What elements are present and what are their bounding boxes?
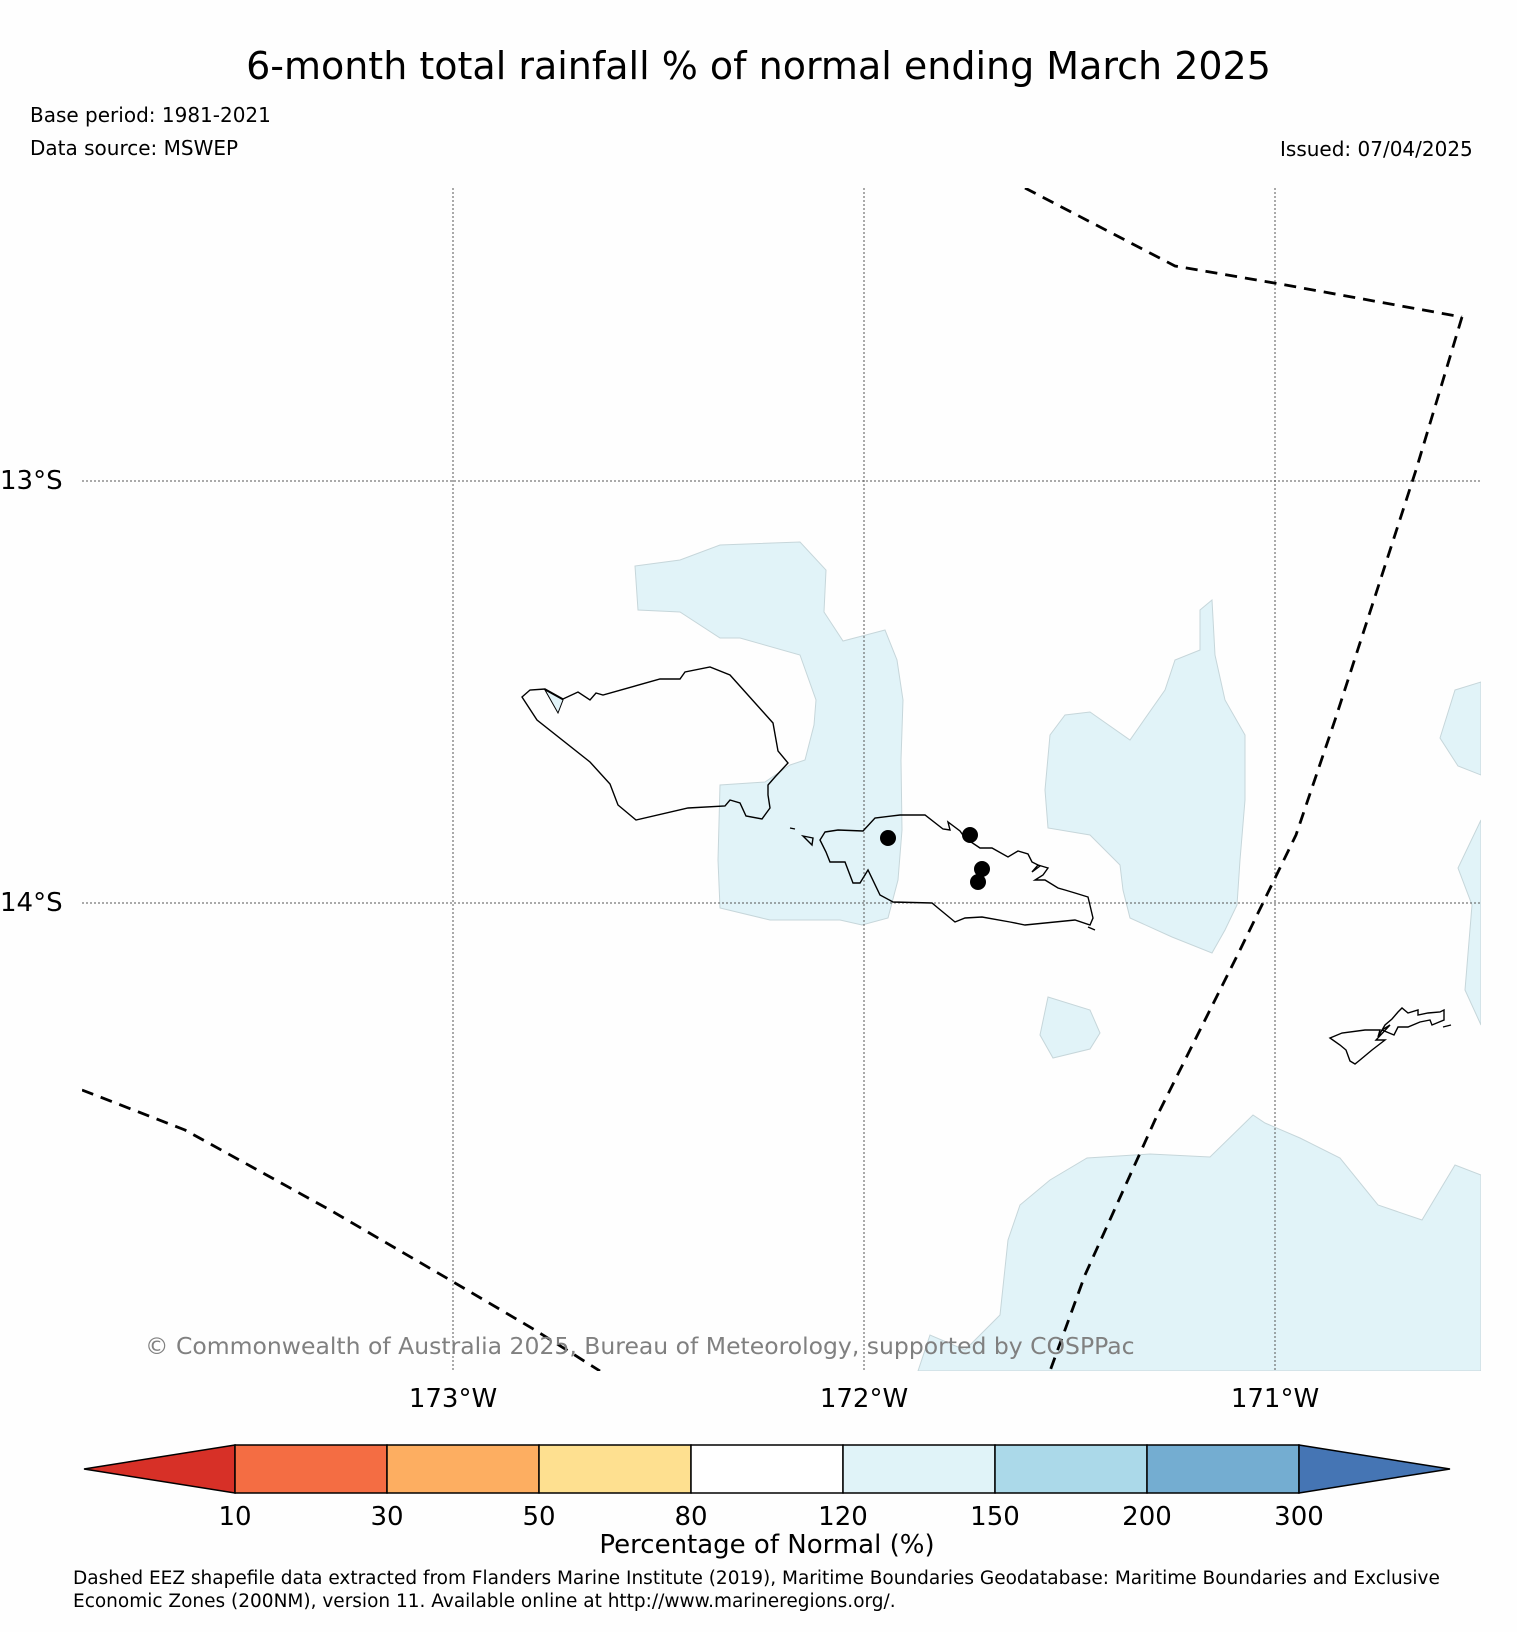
- map-title: 6-month total rainfall % of normal endin…: [246, 44, 1271, 88]
- lon-label-171w: 171°W: [1231, 1384, 1319, 1414]
- lat-label-14s: 14°S: [0, 888, 63, 918]
- graticule: [82, 188, 1481, 1371]
- colorbar-extend-high: [1298, 1444, 1451, 1494]
- shading-south-large: [917, 1114, 1481, 1371]
- colorbar-tick: 120: [818, 1502, 868, 1532]
- colorbar-extend-low: [83, 1444, 236, 1494]
- upolu-coast: [819, 814, 1094, 926]
- lon-label-172w: 172°W: [820, 1384, 908, 1414]
- shading-upolu-west: [634, 541, 904, 926]
- colorbar-segment-30-50: [386, 1444, 540, 1494]
- savaii-coast: [521, 666, 789, 821]
- colorbar-tick: 50: [522, 1502, 555, 1532]
- colorbar-tick: 200: [1122, 1502, 1172, 1532]
- tutuila-coast: [1328, 1007, 1445, 1065]
- colorbar-segment-80-120: [690, 1444, 844, 1494]
- shading-right-upper: [1439, 681, 1481, 776]
- shading-right-middle: [1457, 819, 1481, 1026]
- colorbar-tick: 80: [674, 1502, 707, 1532]
- data-source: Data source: MSWEP: [30, 136, 239, 160]
- shading-east-ridge: [1044, 598, 1246, 954]
- footnote: Dashed EEZ shapefile data extracted from…: [73, 1568, 1440, 1612]
- eez-north: [1024, 188, 1463, 319]
- colorbar-segment-150-200: [994, 1444, 1148, 1494]
- rainfall-shading-120-150: [634, 541, 1481, 1371]
- colorbar-tick: 10: [218, 1502, 251, 1532]
- colorbar-tick: 30: [370, 1502, 403, 1532]
- apolima-islet: [789, 827, 796, 830]
- colorbar-segment-200-300: [1146, 1444, 1300, 1494]
- colorbar-segment-10-30: [234, 1444, 388, 1494]
- upolu-tail: [1087, 926, 1096, 931]
- colorbar-tick: 150: [970, 1502, 1020, 1532]
- shading-small-island: [1039, 996, 1101, 1059]
- lat-label-13s: 13°S: [0, 466, 63, 496]
- station-marker: [962, 827, 978, 843]
- eez-east: [1048, 316, 1464, 1371]
- eez-southwest: [82, 1088, 601, 1371]
- savaii-lake: [543, 688, 564, 715]
- lon-label-173w: 173°W: [409, 1384, 497, 1414]
- copyright-text: © Commonwealth of Australia 2025, Bureau…: [145, 1332, 1135, 1360]
- colorbar-label: Percentage of Normal (%): [599, 1530, 934, 1560]
- issued-date: Issued: 07/04/2025: [1280, 137, 1473, 161]
- colorbar: [83, 1444, 1451, 1494]
- stations: [880, 827, 990, 890]
- colorbar-segment-120-150: [842, 1444, 996, 1494]
- manono-islet: [800, 834, 814, 847]
- station-marker: [880, 830, 896, 846]
- base-period: Base period: 1981-2021: [30, 103, 271, 127]
- eez-boundaries: [82, 188, 1464, 1371]
- aunuu-islet: [1442, 1024, 1452, 1028]
- station-marker: [974, 861, 990, 877]
- colorbar-segment-50-80: [538, 1444, 692, 1494]
- coastlines: [521, 666, 1452, 1065]
- colorbar-tick: 300: [1274, 1502, 1324, 1532]
- station-marker: [970, 874, 986, 890]
